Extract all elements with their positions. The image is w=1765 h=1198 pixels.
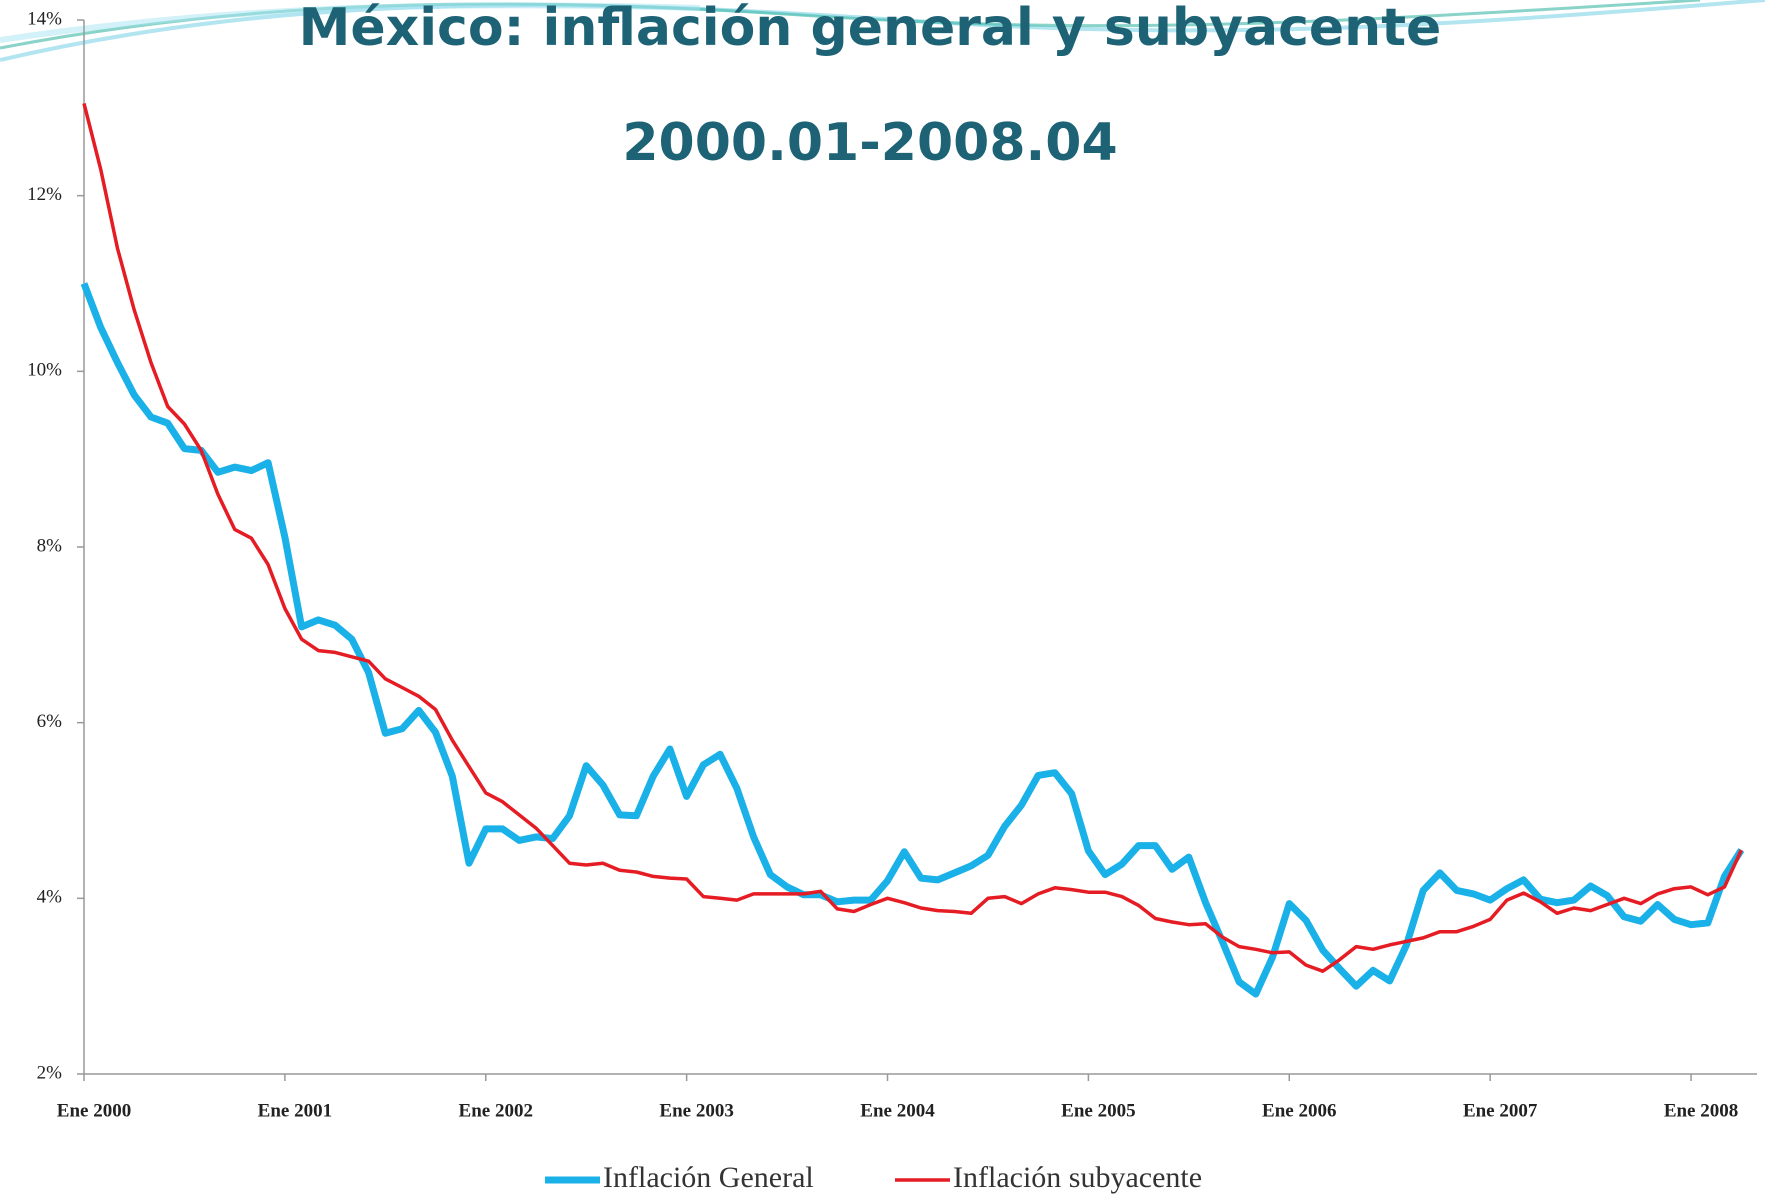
x-tick-label: Ene 2002 xyxy=(459,1100,533,1121)
chart-subtitle: 2000.01-2008.04 xyxy=(622,113,1117,173)
line-series xyxy=(82,102,1743,973)
x-tick-label: Ene 2005 xyxy=(1061,1100,1135,1121)
x-tick-label: Ene 2006 xyxy=(1262,1100,1336,1121)
y-tick-label: 6% xyxy=(37,711,63,732)
decoration xyxy=(0,0,1765,62)
y-tick-label: 14% xyxy=(27,8,62,29)
line-series xyxy=(80,282,1745,998)
x-tick-label: Ene 2003 xyxy=(659,1100,733,1121)
y-tick-label: 8% xyxy=(37,535,63,556)
y-tick-label: 2% xyxy=(37,1062,63,1083)
x-tick-label: Ene 2001 xyxy=(258,1100,332,1121)
y-tick-label: 10% xyxy=(27,360,62,381)
x-tick-label: Ene 2008 xyxy=(1664,1100,1738,1121)
legend-label: Inflación General xyxy=(603,1161,814,1194)
x-tick-label: Ene 2004 xyxy=(860,1100,935,1121)
x-tick-label: Ene 2007 xyxy=(1463,1100,1538,1121)
y-tick-label: 12% xyxy=(27,184,62,205)
y-tick-label: 4% xyxy=(37,887,63,908)
chart-title: México: inflación general y subyacente xyxy=(299,0,1442,58)
x-tick-label: Ene 2000 xyxy=(57,1100,131,1121)
legend-label: Inflación subyacente xyxy=(953,1161,1202,1194)
